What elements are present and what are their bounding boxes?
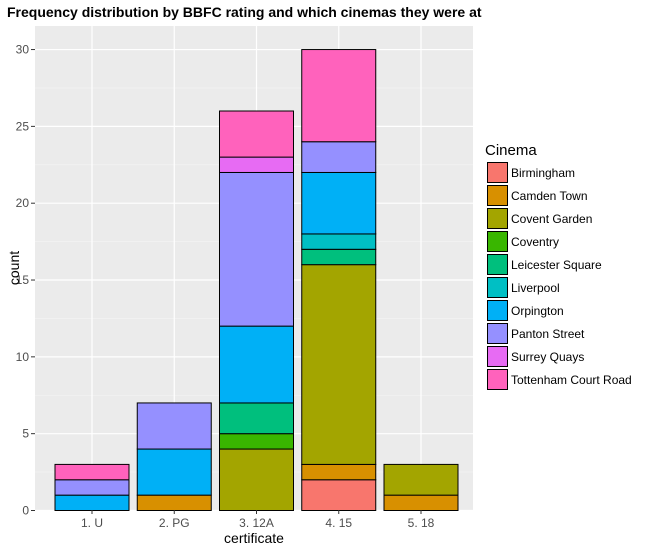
legend: Cinema Birmingham Camden Town Covent Garde… (485, 142, 632, 390)
x-axis-ticks: 1. U 2. PG 3. 12A 4. 15 5. 18 (81, 510, 435, 530)
legend-swatch (487, 208, 508, 229)
bar-segment (383, 494, 459, 511)
chart-title: Frequency distribution by BBFC rating an… (7, 4, 482, 20)
bars (54, 49, 459, 511)
legend-swatch (487, 162, 508, 183)
bar-segment (219, 448, 294, 511)
legend-swatch (487, 185, 508, 206)
y-tick-label: 15 (16, 273, 30, 287)
legend-swatch (487, 346, 508, 367)
x-axis-title: certificate (224, 530, 284, 546)
x-tick-label: 2. PG (159, 516, 190, 530)
legend-label: Surrey Quays (511, 350, 584, 364)
bar-segment (219, 433, 294, 450)
bar-segment (54, 479, 130, 496)
x-tick-label: 3. 12A (239, 516, 274, 530)
legend-swatch (487, 323, 508, 344)
bar-segment (219, 110, 294, 158)
bar-segment (383, 463, 459, 496)
legend-label: Birmingham (511, 166, 575, 180)
legend-label: Covent Garden (511, 212, 592, 226)
legend-label: Orpington (511, 304, 564, 318)
y-tick-label: 30 (16, 43, 30, 57)
y-tick-label: 10 (16, 350, 30, 364)
bar-segment (136, 448, 212, 496)
bar-segment (301, 171, 377, 235)
y-axis-ticks: 0 5 10 15 20 25 30 (16, 43, 35, 518)
legend-label: Liverpool (511, 281, 560, 295)
legend-label: Tottenham Court Road (511, 373, 632, 387)
bar-segment (136, 402, 212, 450)
legend-swatch (487, 277, 508, 298)
x-tick-label: 5. 18 (408, 516, 435, 530)
bar-segment (219, 402, 294, 435)
y-axis-title: count (6, 251, 22, 285)
bar-segment (219, 156, 294, 173)
bar-segment (136, 494, 212, 511)
legend-label: Coventry (511, 235, 559, 249)
y-tick-label: 20 (16, 196, 30, 210)
bar-segment (301, 233, 377, 250)
legend-label: Camden Town (511, 189, 588, 203)
legend-items: Birmingham Camden Town Covent Garden Covent… (487, 162, 632, 390)
bar-segment (301, 479, 377, 511)
y-tick-label: 0 (22, 504, 29, 518)
legend-swatch (487, 369, 508, 390)
bar-segment (54, 494, 130, 511)
bar-segment (219, 171, 294, 327)
legend-swatch (487, 231, 508, 252)
legend-swatch (487, 300, 508, 321)
x-tick-label: 4. 15 (325, 516, 352, 530)
bar-segment (301, 141, 377, 173)
legend-label: Leicester Square (511, 258, 602, 272)
bar-segment (301, 248, 377, 266)
y-tick-label: 25 (16, 119, 30, 133)
bar-segment (219, 325, 294, 404)
y-tick-label: 5 (22, 427, 29, 441)
x-tick-label: 1. U (81, 516, 103, 530)
legend-title: Cinema (485, 142, 537, 159)
bar-segment (301, 49, 377, 143)
bar-segment (301, 264, 377, 465)
bar-segment (301, 463, 377, 481)
legend-swatch (487, 254, 508, 275)
bar-segment (54, 463, 130, 481)
legend-label: Panton Street (511, 327, 585, 341)
